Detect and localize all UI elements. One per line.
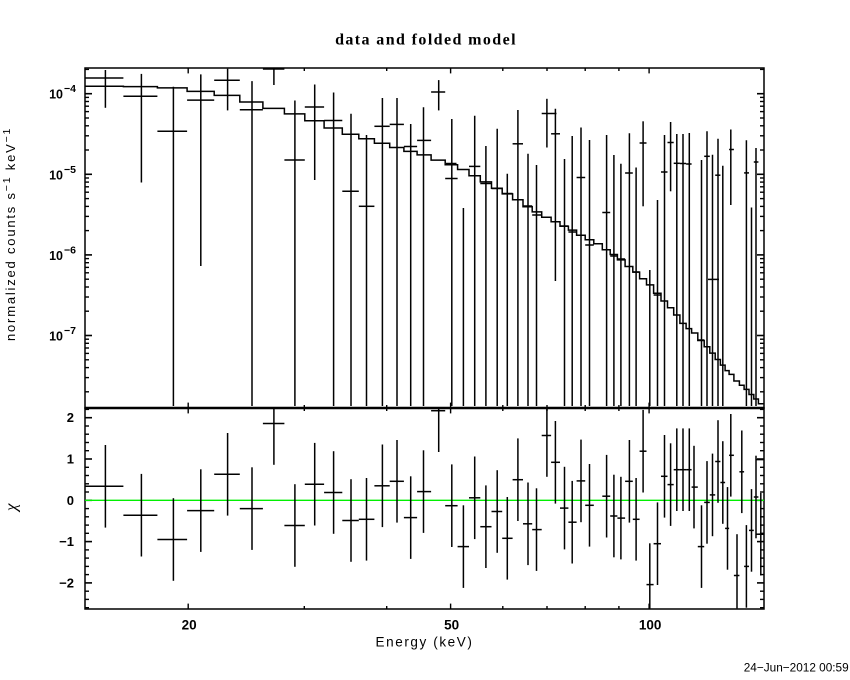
- svg-text:−4: −4: [64, 83, 76, 95]
- svg-text:10: 10: [49, 330, 63, 344]
- svg-text:−1: −1: [59, 534, 74, 549]
- svg-text:100: 100: [639, 617, 662, 632]
- svg-text:χ: χ: [2, 503, 21, 513]
- svg-text:2: 2: [67, 410, 74, 425]
- svg-text:10: 10: [49, 249, 63, 263]
- svg-text:50: 50: [444, 617, 459, 632]
- svg-text:0: 0: [67, 493, 74, 508]
- svg-text:10: 10: [49, 88, 63, 102]
- svg-text:24−Jun−2012 00:59: 24−Jun−2012 00:59: [744, 661, 849, 675]
- svg-text:−6: −6: [64, 244, 76, 256]
- svg-text:−7: −7: [64, 325, 76, 337]
- svg-text:Energy (keV): Energy (keV): [376, 634, 474, 649]
- svg-text:20: 20: [182, 617, 197, 632]
- svg-text:data and folded model: data and folded model: [335, 32, 517, 49]
- svg-text:−2: −2: [59, 575, 74, 590]
- svg-text:1: 1: [67, 452, 74, 467]
- svg-text:10: 10: [49, 168, 63, 182]
- svg-text:−5: −5: [64, 164, 76, 176]
- svg-text:normalized counts s−1 keV−1: normalized counts s−1 keV−1: [1, 127, 18, 341]
